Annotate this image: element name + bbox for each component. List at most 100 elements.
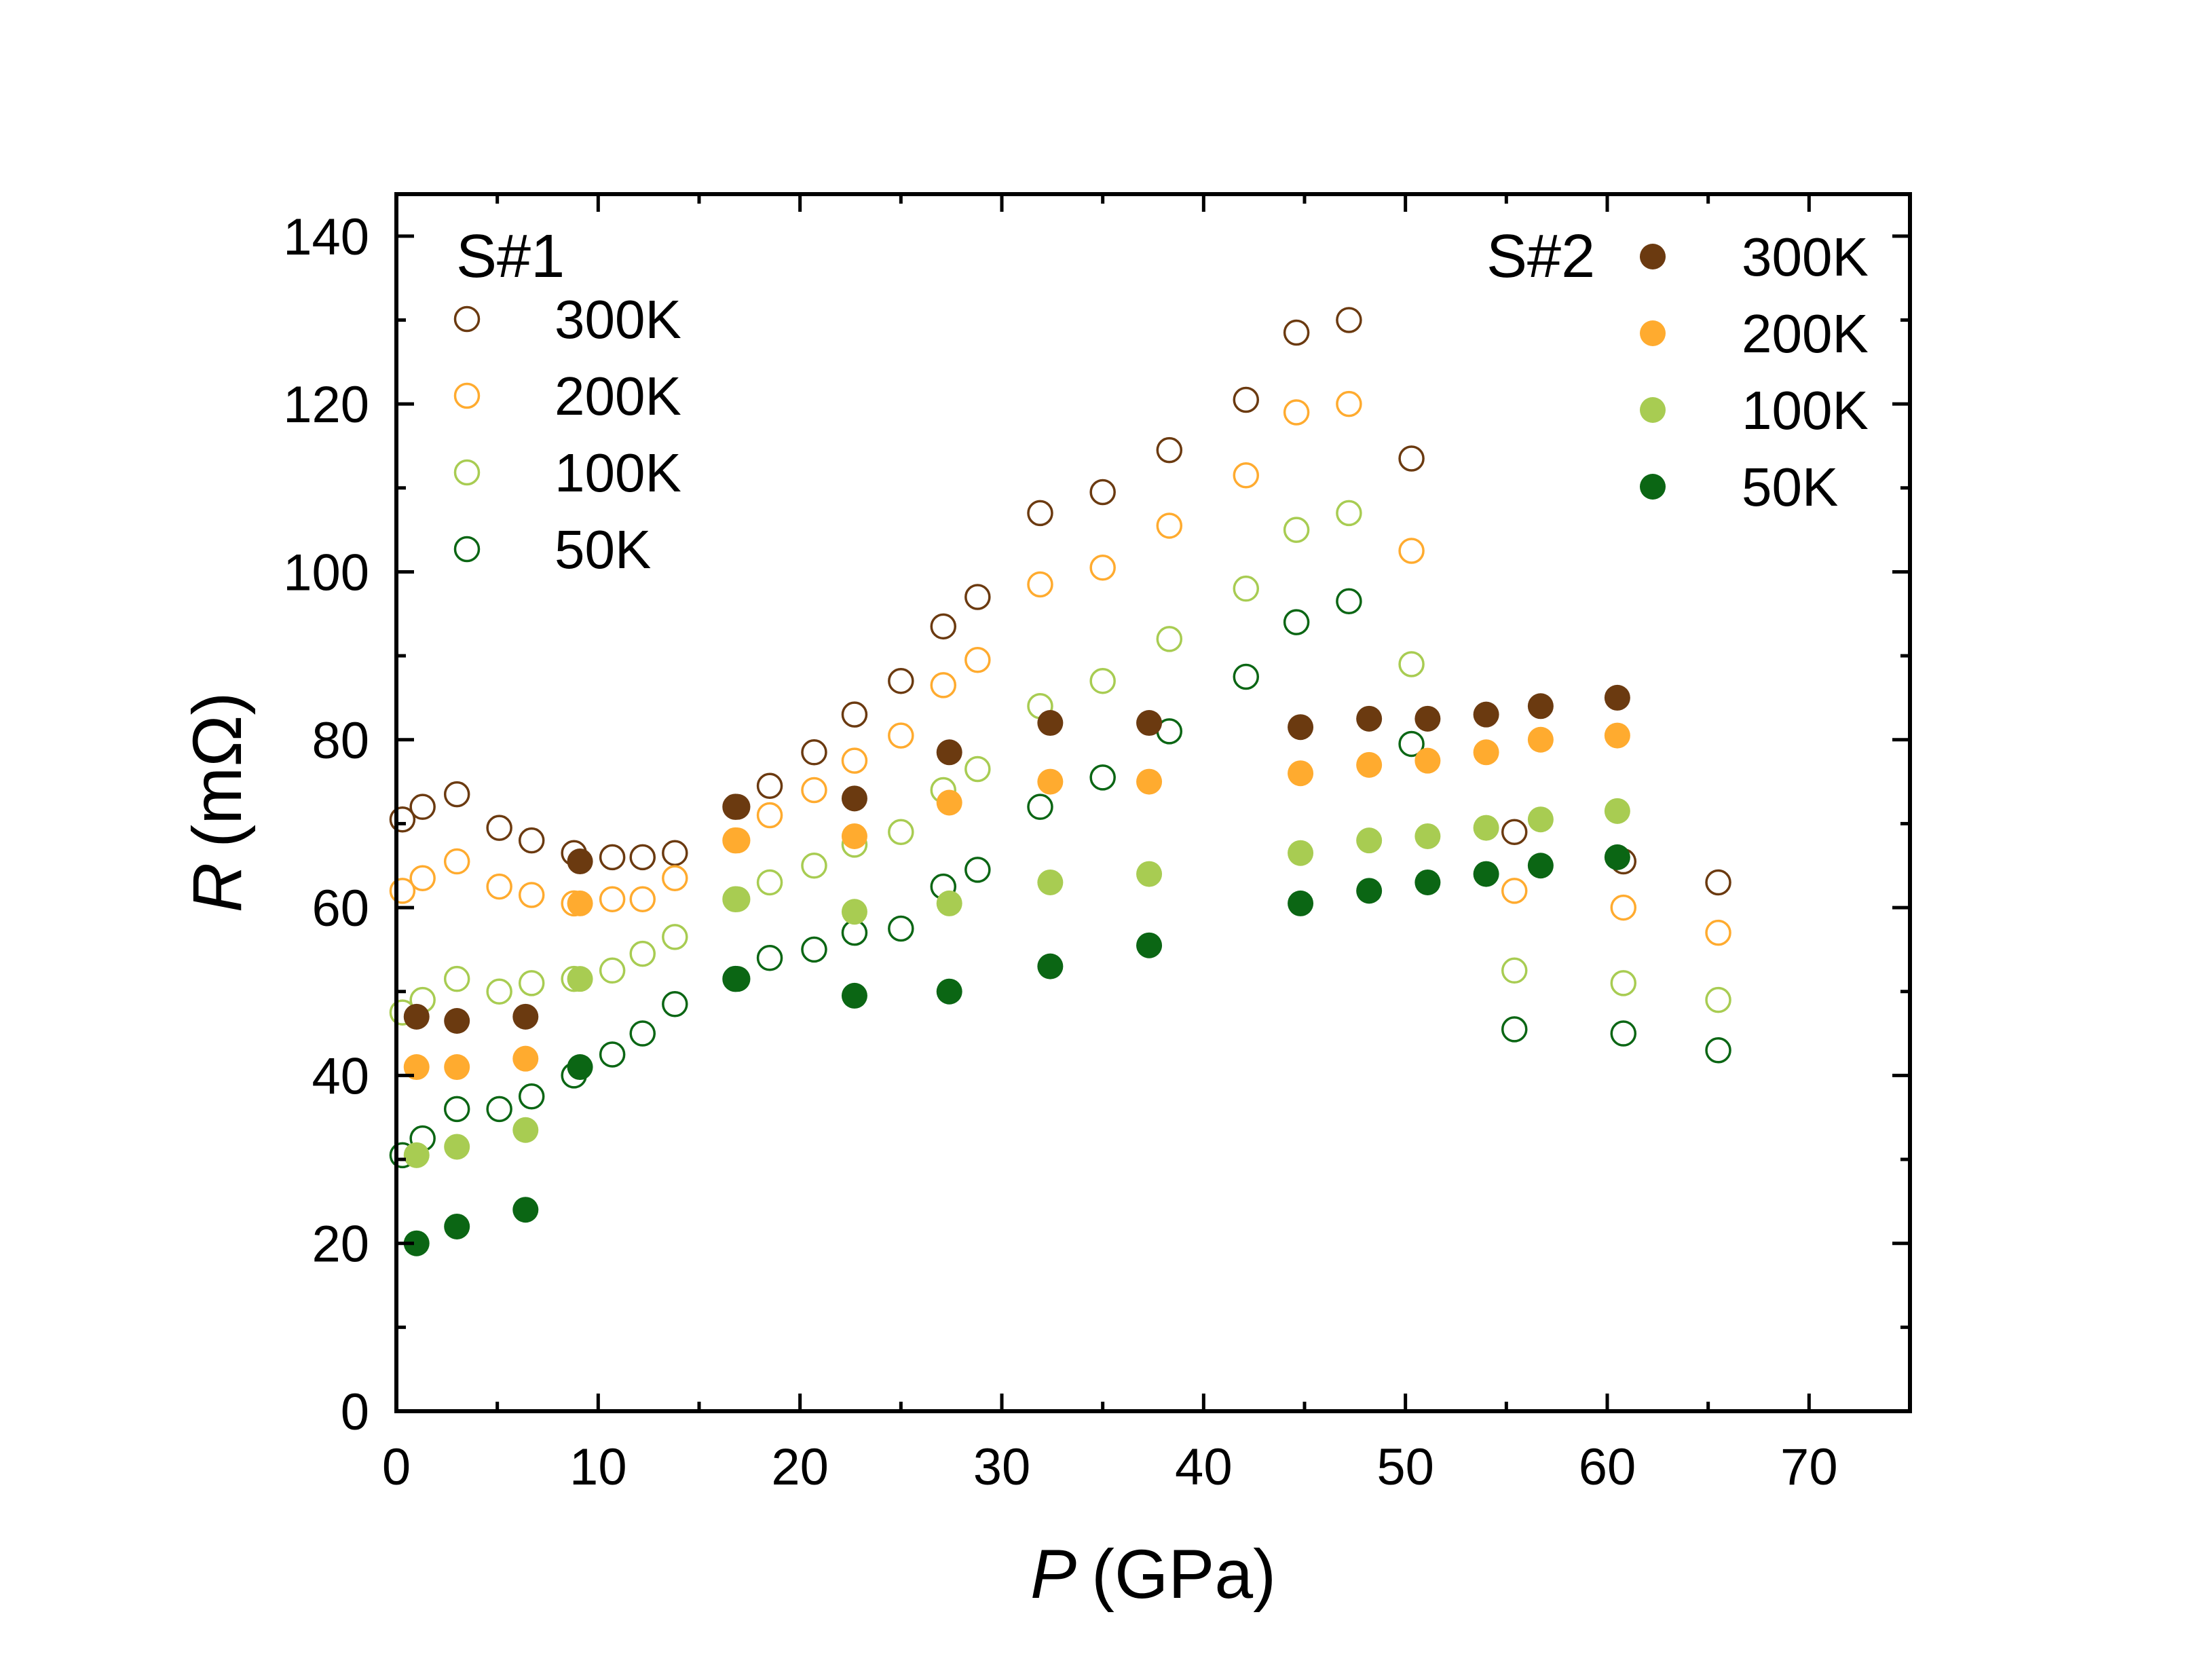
data-point <box>1288 840 1314 866</box>
data-point <box>936 789 962 816</box>
data-point <box>389 806 416 833</box>
data-point <box>1283 399 1310 426</box>
legend-s2-label: 300K <box>1742 227 1869 287</box>
data-point <box>629 1020 656 1047</box>
x-tick-label: 0 <box>382 1438 411 1496</box>
y-axis-symbol: R <box>179 863 256 913</box>
series-S1-100K <box>389 500 1731 1026</box>
data-point <box>567 848 593 875</box>
data-point <box>518 827 545 854</box>
y-tick-label: 140 <box>283 208 369 266</box>
data-point <box>629 886 656 912</box>
legend-s1-marker <box>453 459 481 486</box>
axis-ticks: 0 10 20 30 40 50 60 70 0 20 40 60 80 100 120 140 <box>283 194 1910 1496</box>
data-point <box>512 1117 539 1143</box>
data-point <box>1604 684 1630 711</box>
data-point <box>389 878 416 904</box>
data-point <box>444 1054 470 1081</box>
data-point <box>964 584 991 610</box>
data-point <box>409 865 436 892</box>
data-point <box>443 965 470 992</box>
y-tick-label: 40 <box>312 1047 369 1105</box>
data-point <box>518 970 545 996</box>
data-point <box>599 844 626 871</box>
data-point <box>1356 751 1383 778</box>
data-point <box>1527 806 1554 833</box>
data-point <box>1156 626 1183 652</box>
data-point <box>756 869 783 896</box>
data-point <box>1527 726 1554 753</box>
data-point <box>1604 798 1630 824</box>
data-point <box>936 890 962 916</box>
data-point <box>1473 815 1499 841</box>
y-tick-label: 60 <box>312 880 369 937</box>
data-point <box>444 1213 470 1239</box>
data-point <box>1336 307 1362 333</box>
data-point <box>964 755 991 783</box>
data-point <box>841 899 867 925</box>
x-tick-label: 40 <box>1175 1438 1233 1496</box>
data-point <box>888 722 914 749</box>
data-point <box>841 747 868 774</box>
data-point <box>409 794 436 820</box>
legend-s2-marker <box>1640 397 1666 423</box>
data-point <box>1027 794 1053 820</box>
data-point <box>936 739 962 766</box>
data-point <box>1705 1037 1731 1064</box>
legend-s2: S#2 300K 200K 100K 50K <box>1486 223 1869 517</box>
data-point <box>567 890 593 916</box>
data-point <box>1037 710 1064 736</box>
data-point <box>1283 319 1310 346</box>
data-point <box>801 852 827 879</box>
data-point <box>1398 538 1425 564</box>
data-point <box>629 940 656 967</box>
data-point <box>888 915 914 942</box>
x-tick-label: 20 <box>771 1438 829 1496</box>
data-point <box>629 844 656 871</box>
data-point <box>1473 739 1499 766</box>
data-point <box>1604 844 1630 870</box>
data-point <box>724 794 751 820</box>
data-point <box>1089 479 1116 506</box>
data-point <box>841 701 868 728</box>
data-point <box>1414 869 1441 895</box>
data-point <box>1288 714 1314 741</box>
data-point <box>1473 861 1499 887</box>
data-point <box>403 1003 430 1030</box>
legend-s2-marker <box>1640 320 1666 346</box>
y-tick-label: 120 <box>283 376 369 434</box>
data-point <box>662 865 688 892</box>
data-point <box>1610 894 1637 921</box>
data-point <box>486 873 512 900</box>
data-point <box>1233 663 1260 690</box>
x-tick-label: 10 <box>569 1438 627 1496</box>
data-point <box>1414 823 1441 849</box>
data-point <box>662 840 688 866</box>
data-point <box>599 957 626 984</box>
data-point <box>936 978 962 1005</box>
data-point <box>599 886 626 912</box>
data-point <box>1136 710 1163 736</box>
plot-frame <box>394 192 1912 1413</box>
data-point <box>888 819 914 846</box>
data-point <box>512 1197 539 1223</box>
data-point <box>443 848 470 875</box>
data-point <box>403 1054 430 1081</box>
series-S2-100K <box>403 798 1630 1168</box>
data-point <box>1604 722 1630 749</box>
data-point <box>1527 693 1554 720</box>
data-point <box>1037 953 1064 979</box>
y-axis-title: R (mΩ) <box>179 692 256 913</box>
data-point <box>512 1003 539 1030</box>
data-point <box>964 857 991 883</box>
data-point <box>1336 500 1362 527</box>
data-point <box>1136 768 1163 795</box>
legend-s2-label: 50K <box>1742 457 1838 517</box>
data-point <box>1156 512 1183 539</box>
data-point <box>1037 768 1064 795</box>
y-tick-label: 80 <box>312 712 369 770</box>
data-point <box>1527 853 1554 879</box>
y-tick-label: 0 <box>341 1383 369 1441</box>
data-point <box>1501 819 1528 846</box>
legend-s2-title: S#2 <box>1486 223 1595 291</box>
